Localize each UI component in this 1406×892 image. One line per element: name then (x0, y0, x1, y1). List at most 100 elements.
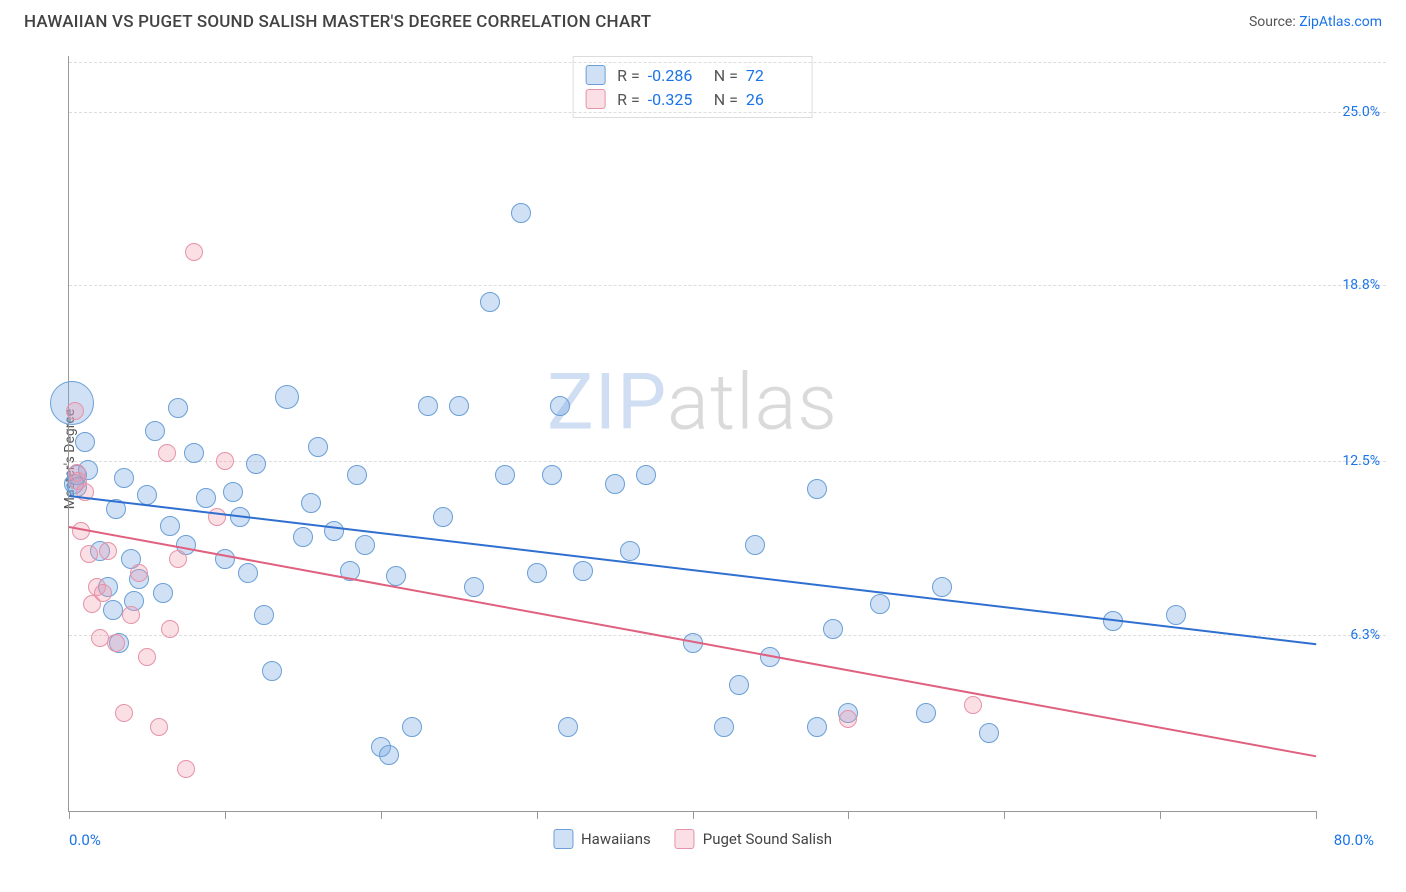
series-legend: Hawaiians Puget Sound Salish (553, 829, 832, 849)
scatter-point (550, 396, 570, 416)
scatter-point (308, 437, 328, 457)
scatter-point (379, 745, 399, 765)
stats-row-series2: R = -0.325 N = 26 (585, 87, 800, 111)
chart-title: HAWAIIAN VS PUGET SOUND SALISH MASTER'S … (24, 12, 651, 32)
scatter-point (150, 718, 168, 736)
x-tick (1004, 811, 1005, 819)
x-tick (69, 811, 70, 819)
scatter-point (807, 717, 827, 737)
scatter-point (184, 443, 204, 463)
source-attribution: Source: ZipAtlas.com (1249, 14, 1382, 30)
scatter-point (99, 542, 117, 560)
x-tick (381, 811, 382, 819)
y-tick-label: 6.3% (1350, 627, 1380, 643)
scatter-point (916, 703, 936, 723)
plot-area: ZIPatlas R = -0.286 N = 72 R = -0.325 N … (68, 56, 1316, 812)
scatter-point (823, 619, 843, 639)
legend-label-series2: Puget Sound Salish (703, 830, 832, 848)
scatter-point (168, 398, 188, 418)
scatter-point (449, 396, 469, 416)
scatter-point (160, 516, 180, 536)
scatter-point (386, 566, 406, 586)
gridline (69, 112, 1386, 113)
gridline (69, 62, 1386, 63)
x-axis-min-label: 0.0% (69, 831, 101, 849)
trend-line (69, 526, 1316, 757)
legend-item-series2: Puget Sound Salish (675, 829, 832, 849)
y-tick-label: 12.5% (1342, 453, 1380, 469)
scatter-point (216, 452, 234, 470)
scatter-point (161, 620, 179, 638)
scatter-point (80, 545, 98, 563)
scatter-point (75, 432, 95, 452)
source-prefix: Source: (1249, 14, 1299, 30)
scatter-point (1166, 605, 1186, 625)
scatter-point (114, 468, 134, 488)
scatter-point (542, 465, 562, 485)
scatter-point (238, 563, 258, 583)
scatter-point (215, 549, 235, 569)
gridline (69, 461, 1386, 462)
scatter-point (347, 465, 367, 485)
x-tick (225, 811, 226, 819)
scatter-point (324, 521, 344, 541)
scatter-point (66, 402, 84, 420)
scatter-point (511, 203, 531, 223)
scatter-point (169, 550, 187, 568)
scatter-point (636, 465, 656, 485)
scatter-point (254, 605, 274, 625)
scatter-point (103, 600, 123, 620)
scatter-point (527, 563, 547, 583)
scatter-point (246, 454, 266, 474)
stats-row-series1: R = -0.286 N = 72 (585, 63, 800, 87)
swatch-series2 (585, 89, 605, 109)
r-label: R = (617, 90, 640, 109)
scatter-point (620, 541, 640, 561)
scatter-point (464, 577, 484, 597)
scatter-point (130, 564, 148, 582)
scatter-point (495, 465, 515, 485)
scatter-point (293, 527, 313, 547)
scatter-point (177, 760, 195, 778)
n-value-series1: 72 (746, 66, 800, 85)
scatter-point (262, 661, 282, 681)
r-value-series1: -0.286 (648, 66, 702, 85)
scatter-point (137, 485, 157, 505)
scatter-point (138, 648, 156, 666)
legend-item-series1: Hawaiians (553, 829, 651, 849)
scatter-point (418, 396, 438, 416)
x-tick (537, 811, 538, 819)
scatter-point (932, 577, 952, 597)
watermark-atlas: atlas (667, 358, 838, 449)
x-tick (848, 811, 849, 819)
scatter-point (94, 584, 112, 602)
y-tick-label: 18.8% (1342, 277, 1380, 293)
scatter-point (275, 385, 299, 409)
scatter-point (807, 479, 827, 499)
scatter-point (573, 561, 593, 581)
scatter-point (729, 675, 749, 695)
n-label: N = (714, 90, 738, 109)
scatter-point (714, 717, 734, 737)
scatter-point (153, 583, 173, 603)
chart-container: Master's Degree ZIPatlas R = -0.286 N = … (20, 46, 1386, 872)
source-link[interactable]: ZipAtlas.com (1299, 14, 1382, 30)
n-label: N = (714, 66, 738, 85)
scatter-point (196, 488, 216, 508)
scatter-point (158, 444, 176, 462)
scatter-point (355, 535, 375, 555)
scatter-point (122, 606, 140, 624)
x-tick (1316, 811, 1317, 819)
x-tick (1160, 811, 1161, 819)
gridline (69, 635, 1386, 636)
scatter-point (185, 243, 203, 261)
scatter-point (605, 474, 625, 494)
n-value-series2: 26 (746, 90, 800, 109)
scatter-point (839, 710, 857, 728)
scatter-point (433, 507, 453, 527)
swatch-series1 (585, 65, 605, 85)
stats-legend-box: R = -0.286 N = 72 R = -0.325 N = 26 (572, 56, 813, 118)
scatter-point (115, 704, 133, 722)
y-tick-label: 25.0% (1342, 104, 1380, 120)
r-label: R = (617, 66, 640, 85)
